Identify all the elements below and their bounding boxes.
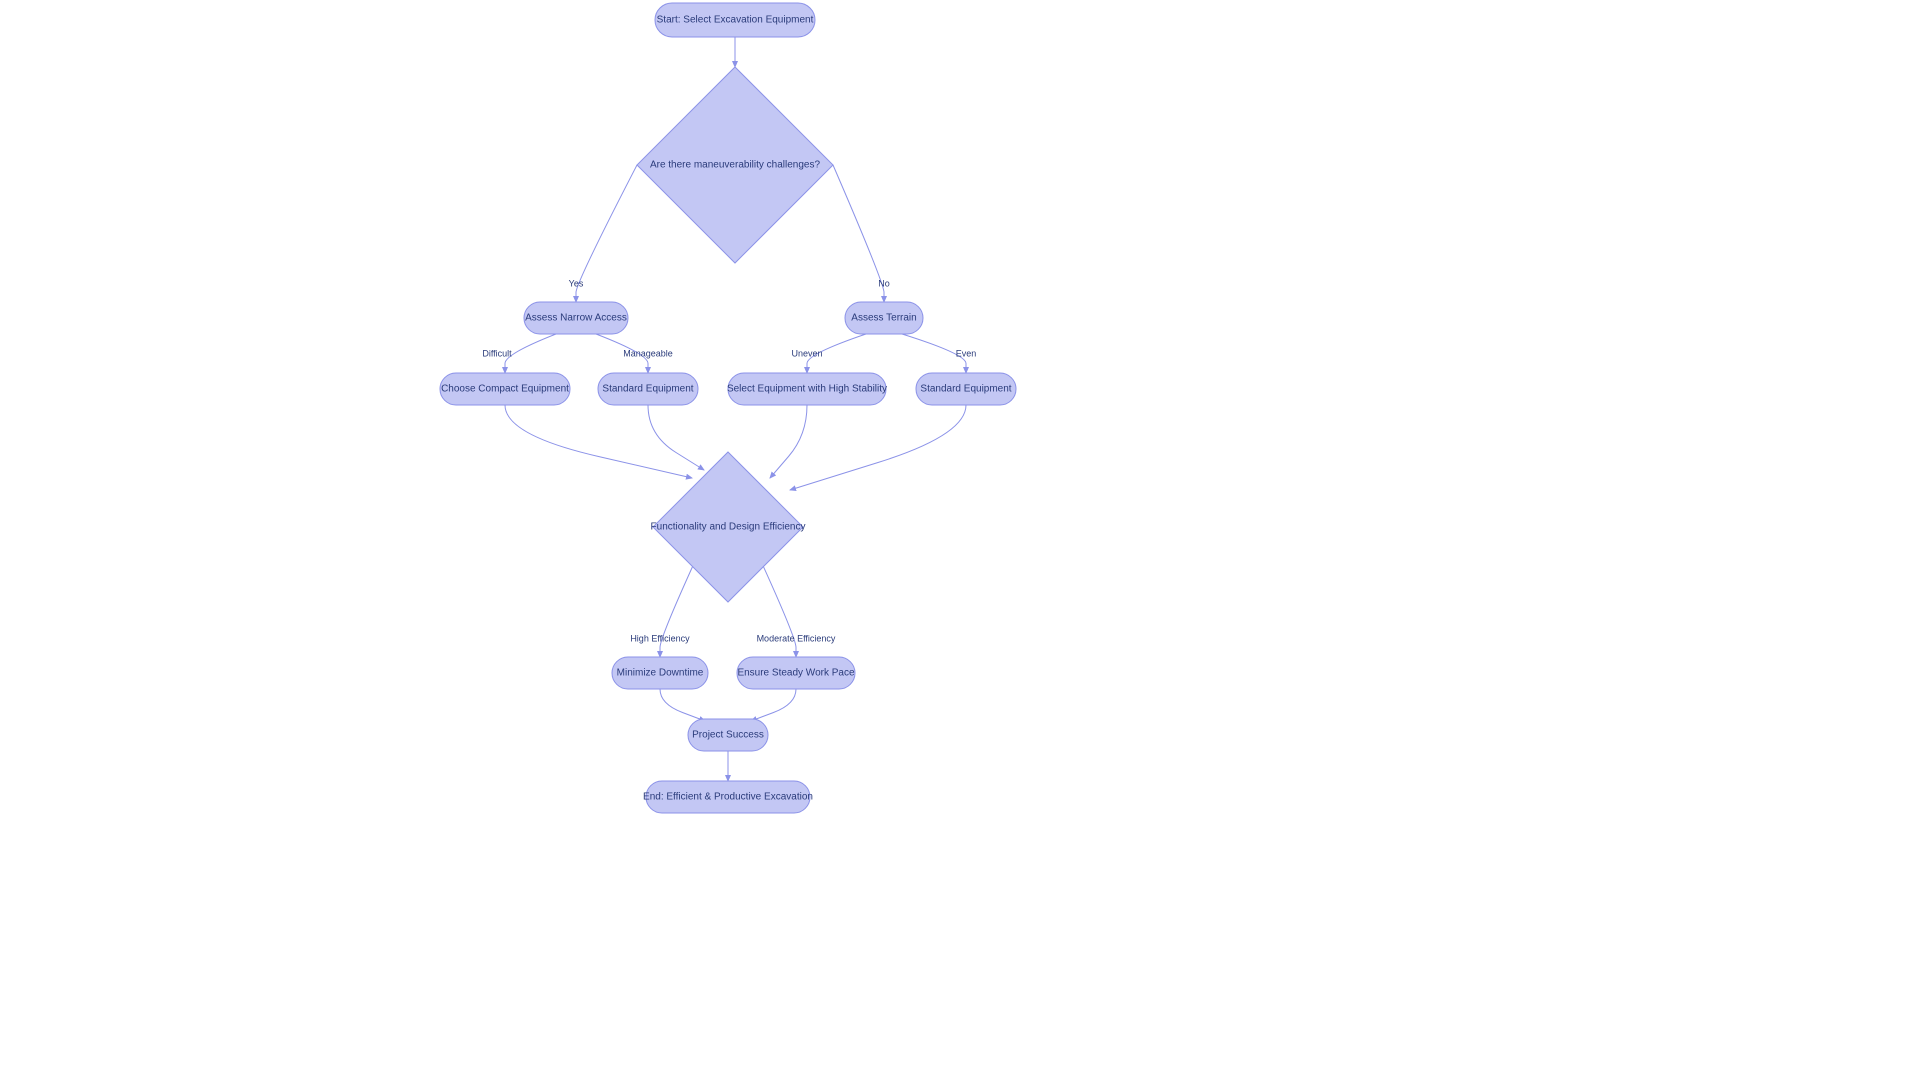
node-std1: Standard Equipment: [598, 373, 698, 405]
edge-stability-q2: [770, 405, 807, 478]
node-label: Minimize Downtime: [617, 668, 704, 679]
node-end: End: Efficient & Productive Excavation: [643, 781, 813, 813]
edge-minimize-success: [660, 689, 705, 721]
edge-compact-q2: [505, 405, 692, 478]
node-minimize: Minimize Downtime: [612, 657, 708, 689]
node-label: Assess Terrain: [851, 313, 916, 324]
node-q1: Are there maneuverability challenges?: [637, 67, 833, 263]
node-label: Ensure Steady Work Pace: [737, 668, 855, 679]
node-label: Are there maneuverability challenges?: [650, 160, 821, 171]
node-stability: Select Equipment with High Stability: [727, 373, 887, 405]
node-label: Assess Narrow Access: [525, 313, 627, 324]
edge-std2-q2: [790, 405, 966, 490]
edge-steady-success: [751, 689, 796, 721]
edge-narrow-compact: [505, 334, 556, 373]
edge-label: Manageable: [623, 348, 673, 358]
node-std2: Standard Equipment: [916, 373, 1016, 405]
node-label: Standard Equipment: [602, 384, 693, 395]
node-label: End: Efficient & Productive Excavation: [643, 792, 813, 803]
edge-std1-q2: [648, 405, 704, 470]
node-label: Select Equipment with High Stability: [727, 384, 887, 395]
node-compact: Choose Compact Equipment: [440, 373, 570, 405]
node-label: Functionality and Design Efficiency: [651, 522, 806, 533]
node-start: Start: Select Excavation Equipment: [655, 3, 815, 37]
flowchart-canvas: Start: Select Excavation Equipment Are th…: [0, 0, 1920, 1080]
node-label: Start: Select Excavation Equipment: [657, 15, 814, 26]
edge-label: Even: [956, 348, 977, 358]
edge-q1-narrow: [576, 165, 637, 302]
node-q2: Functionality and Design Efficiency: [651, 452, 806, 602]
edge-label: Uneven: [791, 348, 822, 358]
edge-label: Moderate Efficiency: [757, 633, 836, 643]
edge-q1-terrain: [833, 165, 884, 302]
node-success: Project Success: [688, 719, 768, 751]
node-steady: Ensure Steady Work Pace: [737, 657, 855, 689]
edge-label: No: [878, 278, 890, 288]
edge-label: Yes: [569, 278, 584, 288]
node-label: Choose Compact Equipment: [441, 384, 569, 395]
edge-label: Difficult: [482, 348, 512, 358]
node-terrain: Assess Terrain: [845, 302, 923, 334]
node-label: Standard Equipment: [920, 384, 1011, 395]
node-label: Project Success: [692, 730, 764, 741]
node-narrow: Assess Narrow Access: [524, 302, 628, 334]
edge-label: High Efficiency: [630, 633, 690, 643]
